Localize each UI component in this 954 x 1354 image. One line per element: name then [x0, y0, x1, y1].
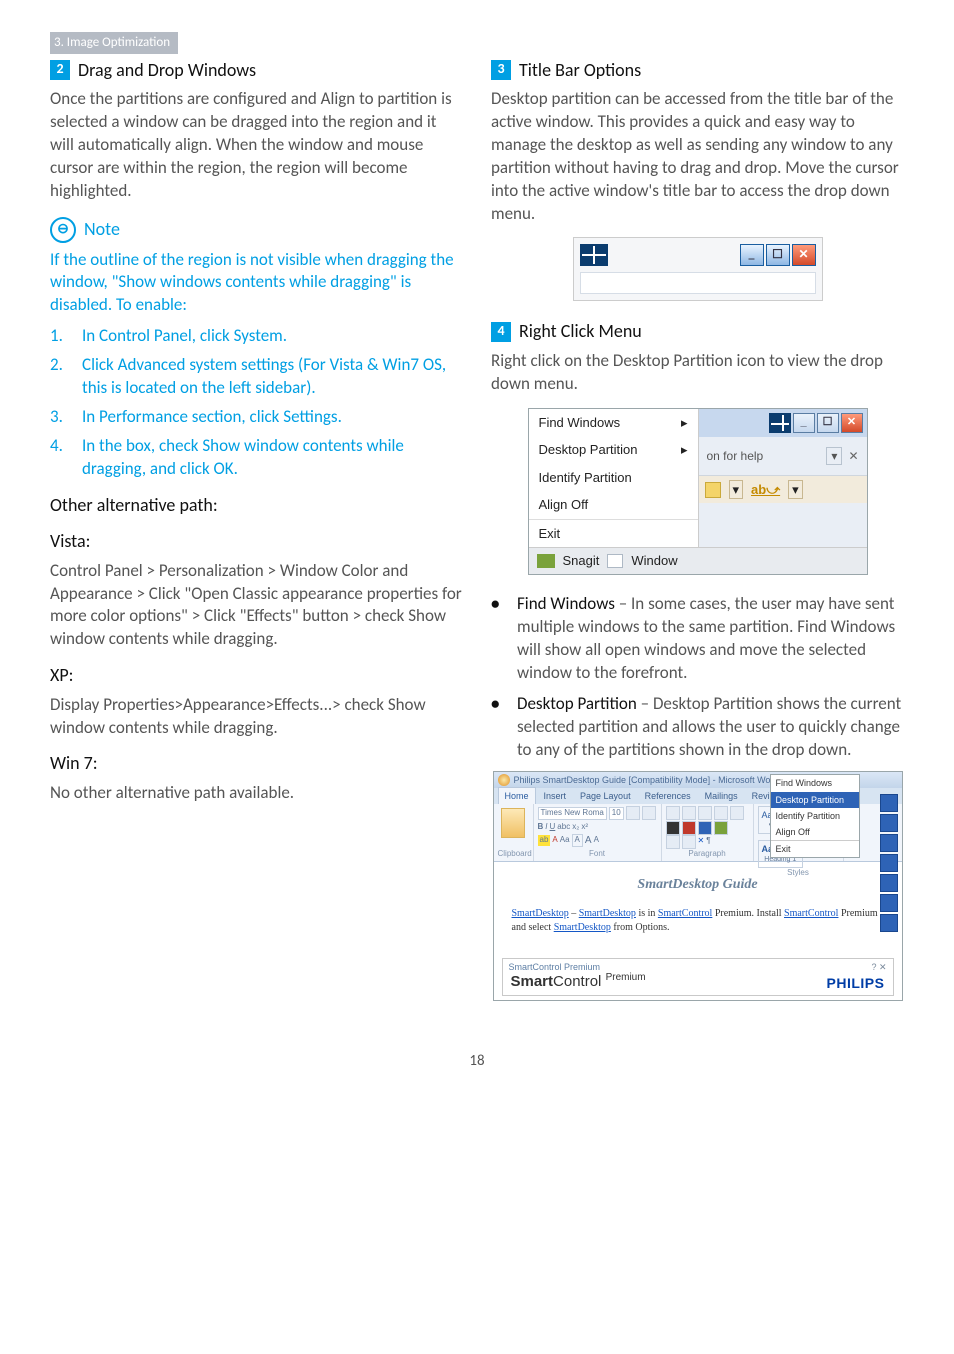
vista-heading: Vista:	[50, 529, 463, 553]
document-text: SmartDesktop – SmartDesktop is in SmartC…	[512, 907, 884, 934]
help-hint: on for help ▾ ✕	[699, 437, 867, 475]
section-number-3: 3	[491, 60, 511, 80]
xp-heading: XP:	[50, 663, 463, 687]
snagit-label: Snagit	[563, 552, 600, 570]
step-1: In Control Panel, click System.	[82, 325, 463, 348]
section-4-heading: 4 Right Click Menu	[491, 319, 904, 343]
close-icon: ✕	[792, 244, 816, 266]
partition-grid-icon	[769, 413, 791, 433]
document-title: SmartDesktop Guide	[512, 876, 884, 895]
section-3-body: Desktop partition can be accessed from t…	[491, 88, 904, 226]
section-title: Right Click Menu	[519, 319, 642, 343]
left-column: 2 Drag and Drop Windows Once the partiti…	[50, 58, 463, 1002]
step-2: Click Advanced system settings (For Vist…	[82, 354, 463, 400]
panel-header: SmartControl Premium	[509, 961, 601, 973]
note-icon: ⊖	[50, 217, 76, 243]
step-4: In the box, check Show window contents w…	[82, 435, 463, 481]
note-body: If the outline of the region is not visi…	[50, 249, 463, 318]
minimize-icon: _	[793, 413, 815, 433]
document-area: SmartDesktop Guide SmartDesktop – SmartD…	[494, 862, 902, 940]
snagit-icon	[537, 554, 555, 568]
figure-word-screenshot: Philips SmartDesktop Guide [Compatibilit…	[493, 771, 903, 1001]
partition-side-icons	[880, 794, 898, 932]
enable-steps-list: 1.In Control Panel, click System. 2.Clic…	[50, 325, 463, 481]
tool-icon	[705, 482, 721, 498]
note-label: Note	[84, 217, 120, 241]
maximize-icon: ☐	[766, 244, 790, 266]
menu-exit: Exit	[529, 519, 698, 548]
figure-context-menu: Find Windows▸ Desktop Partition▸ Identif…	[528, 408, 868, 575]
section-2-heading: 2 Drag and Drop Windows	[50, 58, 463, 82]
note-heading: ⊖ Note	[50, 217, 463, 243]
section-2-body: Once the partitions are configured and A…	[50, 88, 463, 203]
section-title: Title Bar Options	[519, 58, 641, 82]
page-number: 18	[50, 1051, 904, 1071]
feature-bullets: Find Windows – In some cases, the user m…	[491, 593, 904, 762]
xp-body: Display Properties>Appearance>Effects...…	[50, 694, 463, 740]
right-column: 3 Title Bar Options Desktop partition ca…	[491, 58, 904, 1002]
win7-heading: Win 7:	[50, 751, 463, 775]
maximize-icon: ☐	[817, 413, 839, 433]
bullet-find-windows-label: Find Windows	[517, 593, 615, 614]
vista-body: Control Panel > Personalization > Window…	[50, 560, 463, 652]
alt-path-heading: Other alternative path:	[50, 493, 463, 517]
menu-align-off: Align Off	[529, 491, 698, 519]
menu-find-windows: Find Windows▸	[529, 409, 698, 437]
partition-grid-icon	[580, 244, 608, 266]
figure-title-bar: _ ☐ ✕	[573, 237, 823, 301]
minimize-icon: _	[740, 244, 764, 266]
section-3-heading: 3 Title Bar Options	[491, 58, 904, 82]
section-4-body: Right click on the Desktop Partition ico…	[491, 350, 904, 396]
partition-dropdown: Find Windows Desktop Partition Identify …	[770, 774, 860, 858]
context-menu: Find Windows▸ Desktop Partition▸ Identif…	[529, 409, 699, 548]
win7-body: No other alternative path available.	[50, 782, 463, 805]
step-3: In Performance section, click Settings.	[82, 406, 463, 429]
smartcontrol-panel: SmartControl Premium ? ✕ SmartControl Pr…	[502, 958, 894, 996]
menu-desktop-partition: Desktop Partition▸	[529, 436, 698, 464]
section-header: 3. Image Optimization	[50, 32, 178, 54]
window-label: Window	[631, 552, 677, 570]
window-icon	[607, 554, 623, 568]
bullet-desktop-partition-label: Desktop Partition	[517, 693, 637, 714]
paste-icon	[501, 808, 525, 838]
close-icon: ✕	[841, 413, 863, 433]
section-title: Drag and Drop Windows	[78, 58, 256, 82]
philips-logo: PHILIPS	[827, 974, 885, 993]
menu-identify-partition: Identify Partition	[529, 464, 698, 492]
section-number-4: 4	[491, 322, 511, 342]
section-number-2: 2	[50, 60, 70, 80]
word-title: Philips SmartDesktop Guide [Compatibilit…	[514, 774, 779, 786]
office-orb-icon	[498, 774, 510, 786]
smartcontrol-logo: SmartControl Premium	[511, 971, 646, 992]
